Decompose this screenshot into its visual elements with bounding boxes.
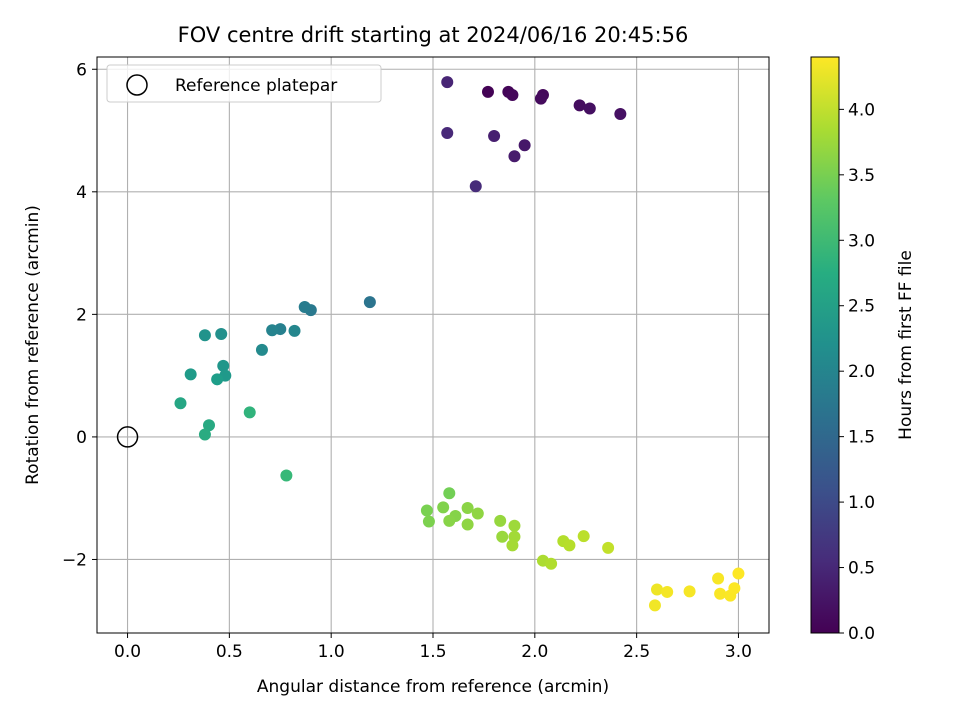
data-point [508,150,521,163]
data-point [534,92,547,105]
data-point [280,469,293,482]
data-point [211,373,224,386]
data-point [648,599,661,612]
data-point [461,501,474,514]
colorbar [810,56,840,634]
data-point [437,501,450,514]
data-point [518,139,531,152]
y-axis-label: Rotation from reference (arcmin) [23,205,43,485]
data-point [732,567,745,580]
colorbar-tick-label: 4.0 [848,100,875,120]
data-point [420,504,433,517]
colorbar-tick-label: 1.5 [848,428,875,448]
data-point [563,539,576,552]
legend: Reference platepar [106,64,382,103]
y-axis-ticks: −2 0 2 4 6 [62,60,97,570]
colorbar-tick-label: 2.0 [848,362,875,382]
data-point [198,428,211,441]
data-point [255,343,268,356]
data-point [488,130,501,143]
x-tick-label: 2.0 [521,642,548,662]
x-axis-label: Angular distance from reference (arcmin) [257,677,609,697]
x-tick-label: 2.5 [623,642,650,662]
legend-box [106,64,382,103]
data-point [215,327,228,340]
y-tick-label: −2 [62,550,87,570]
y-tick-label: 6 [76,60,87,80]
x-tick-label: 3.0 [725,642,752,662]
x-axis-ticks: 0.0 0.5 1.0 1.5 2.0 2.5 3.0 [114,633,752,662]
x-tick-label: 1.0 [318,642,345,662]
chart-title: FOV centre drift starting at 2024/06/16 … [178,23,689,47]
legend-reference-marker [126,74,148,96]
data-point [573,99,586,112]
data-point [217,359,230,372]
legend-label: Reference platepar [175,76,337,96]
data-point [508,519,521,532]
data-point [506,539,519,552]
data-point [651,583,663,596]
data-point [506,88,519,101]
data-point [198,329,211,342]
colorbar-tick-label: 2.5 [848,297,875,317]
data-point [443,487,456,500]
scatter-points [174,76,745,612]
data-point [712,572,725,585]
data-point [714,587,727,600]
data-point [461,518,474,531]
y-tick-label: 2 [76,305,87,325]
data-point [683,585,696,598]
y-tick-label: 0 [76,428,87,448]
data-point [583,102,596,115]
data-point [174,397,187,410]
data-point [469,180,482,193]
data-point [496,530,509,543]
x-tick-label: 0.0 [114,642,141,662]
reference-point [116,426,139,448]
data-point [363,296,376,309]
colorbar-tick-label: 1.0 [848,493,875,513]
data-point [441,126,454,139]
data-point [494,514,507,527]
data-point [471,507,484,520]
data-point [577,530,590,543]
y-tick-label: 4 [76,183,87,203]
data-point [728,582,741,595]
data-point [602,541,615,554]
x-tick-label: 1.5 [419,642,446,662]
data-point [203,419,215,432]
reference-marker-group [116,426,139,448]
data-point [443,514,456,527]
colorbar-tick-label: 0.0 [848,624,875,644]
data-point [298,301,311,314]
colorbar-tick-label: 3.0 [848,231,875,251]
x-tick-label: 0.5 [216,642,243,662]
colorbar-ticks: 0.0 0.5 1.0 1.5 2.0 2.5 3.0 3.5 4.0 [839,100,875,644]
data-point [243,406,256,419]
data-point [481,85,494,98]
data-point [545,557,558,570]
data-point [266,324,279,337]
data-point [422,515,435,528]
data-point [184,368,197,381]
data-point [288,324,301,337]
colorbar-tick-label: 0.5 [848,559,875,579]
data-point [441,76,454,89]
colorbar-tick-label: 3.5 [848,166,875,186]
data-point [614,107,627,120]
colorbar-label: Hours from first FF file [896,250,916,440]
data-point [661,585,674,598]
